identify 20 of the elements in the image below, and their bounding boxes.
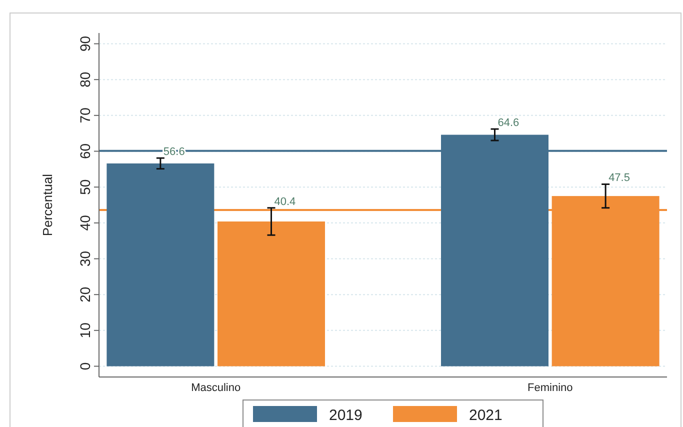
y-tick-label: 0: [77, 362, 93, 370]
data-label: 64.6: [498, 117, 520, 130]
x-tick-label: Masculino: [191, 382, 241, 394]
data-label: 40.4: [274, 196, 296, 208]
data-label: 47.5: [608, 172, 630, 184]
x-tick-label: Feminino: [528, 382, 573, 394]
y-tick-label: 70: [77, 107, 93, 124]
bar: [218, 221, 325, 366]
legend-label: 2021: [469, 407, 502, 424]
y-tick-label: 30: [77, 250, 93, 267]
y-axis-title: Percentual: [40, 174, 55, 236]
y-tick-label: 90: [77, 36, 93, 52]
y-tick-label: 60: [77, 143, 93, 160]
bar: [106, 163, 214, 366]
y-tick-label: 10: [77, 322, 93, 338]
y-tick-label: 50: [77, 179, 93, 195]
y-tick-label: 40: [77, 214, 93, 231]
y-tick-label: 20: [77, 286, 93, 302]
y-tick-label: 80: [77, 72, 93, 88]
legend-label: 2019: [329, 407, 362, 424]
